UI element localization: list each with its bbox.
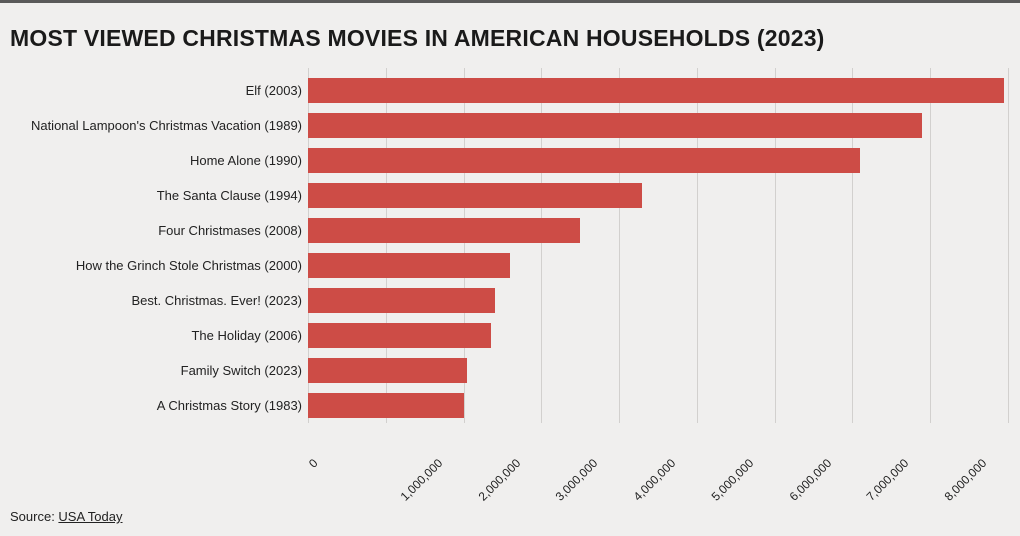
x-tick-label: 2,000,000: [475, 456, 523, 504]
bar: [308, 113, 922, 138]
chart-row: Best. Christmas. Ever! (2023): [10, 283, 1010, 318]
x-tick-label: 8,000,000: [942, 456, 990, 504]
x-tick-label: 4,000,000: [631, 456, 679, 504]
chart-row: Elf (2003): [10, 73, 1010, 108]
bar: [308, 148, 860, 173]
row-label: Home Alone (1990): [190, 153, 302, 168]
bar: [308, 288, 495, 313]
row-label: How the Grinch Stole Christmas (2000): [76, 258, 302, 273]
row-label: Elf (2003): [246, 83, 302, 98]
bar: [308, 358, 467, 383]
row-label: National Lampoon's Christmas Vacation (1…: [31, 118, 302, 133]
chart-row: Home Alone (1990): [10, 143, 1010, 178]
row-label: The Santa Clause (1994): [157, 188, 302, 203]
bar: [308, 323, 491, 348]
container: MOST VIEWED CHRISTMAS MOVIES IN AMERICAN…: [0, 3, 1020, 488]
bar-chart: 01,000,0002,000,0003,000,0004,000,0005,0…: [10, 68, 1010, 488]
chart-row: The Santa Clause (1994): [10, 178, 1010, 213]
chart-row: Four Christmases (2008): [10, 213, 1010, 248]
x-tick-label: 7,000,000: [864, 456, 912, 504]
x-tick-label: 3,000,000: [553, 456, 601, 504]
chart-row: Family Switch (2023): [10, 353, 1010, 388]
row-label: Best. Christmas. Ever! (2023): [132, 293, 303, 308]
chart-row: A Christmas Story (1983): [10, 388, 1010, 423]
row-label: Family Switch (2023): [181, 363, 302, 378]
source-link[interactable]: USA Today: [58, 509, 122, 524]
chart-row: How the Grinch Stole Christmas (2000): [10, 248, 1010, 283]
bar: [308, 393, 464, 418]
chart-row: National Lampoon's Christmas Vacation (1…: [10, 108, 1010, 143]
row-label: A Christmas Story (1983): [157, 398, 302, 413]
chart-row: The Holiday (2006): [10, 318, 1010, 353]
bar: [308, 253, 510, 278]
source-line: Source: USA Today: [10, 509, 123, 524]
x-tick-label: 0: [306, 456, 321, 471]
bar: [308, 218, 580, 243]
chart-title: MOST VIEWED CHRISTMAS MOVIES IN AMERICAN…: [10, 25, 1010, 52]
source-prefix: Source:: [10, 509, 58, 524]
bar: [308, 78, 1004, 103]
x-tick-label: 6,000,000: [786, 456, 834, 504]
x-tick-label: 5,000,000: [709, 456, 757, 504]
bar: [308, 183, 642, 208]
row-label: The Holiday (2006): [191, 328, 302, 343]
row-label: Four Christmases (2008): [158, 223, 302, 238]
x-tick-label: 1,000,000: [397, 456, 445, 504]
